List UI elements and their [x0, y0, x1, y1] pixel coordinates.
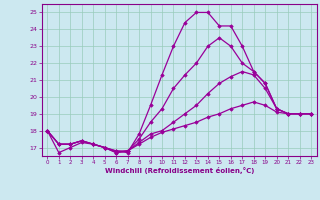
X-axis label: Windchill (Refroidissement éolien,°C): Windchill (Refroidissement éolien,°C) [105, 167, 254, 174]
